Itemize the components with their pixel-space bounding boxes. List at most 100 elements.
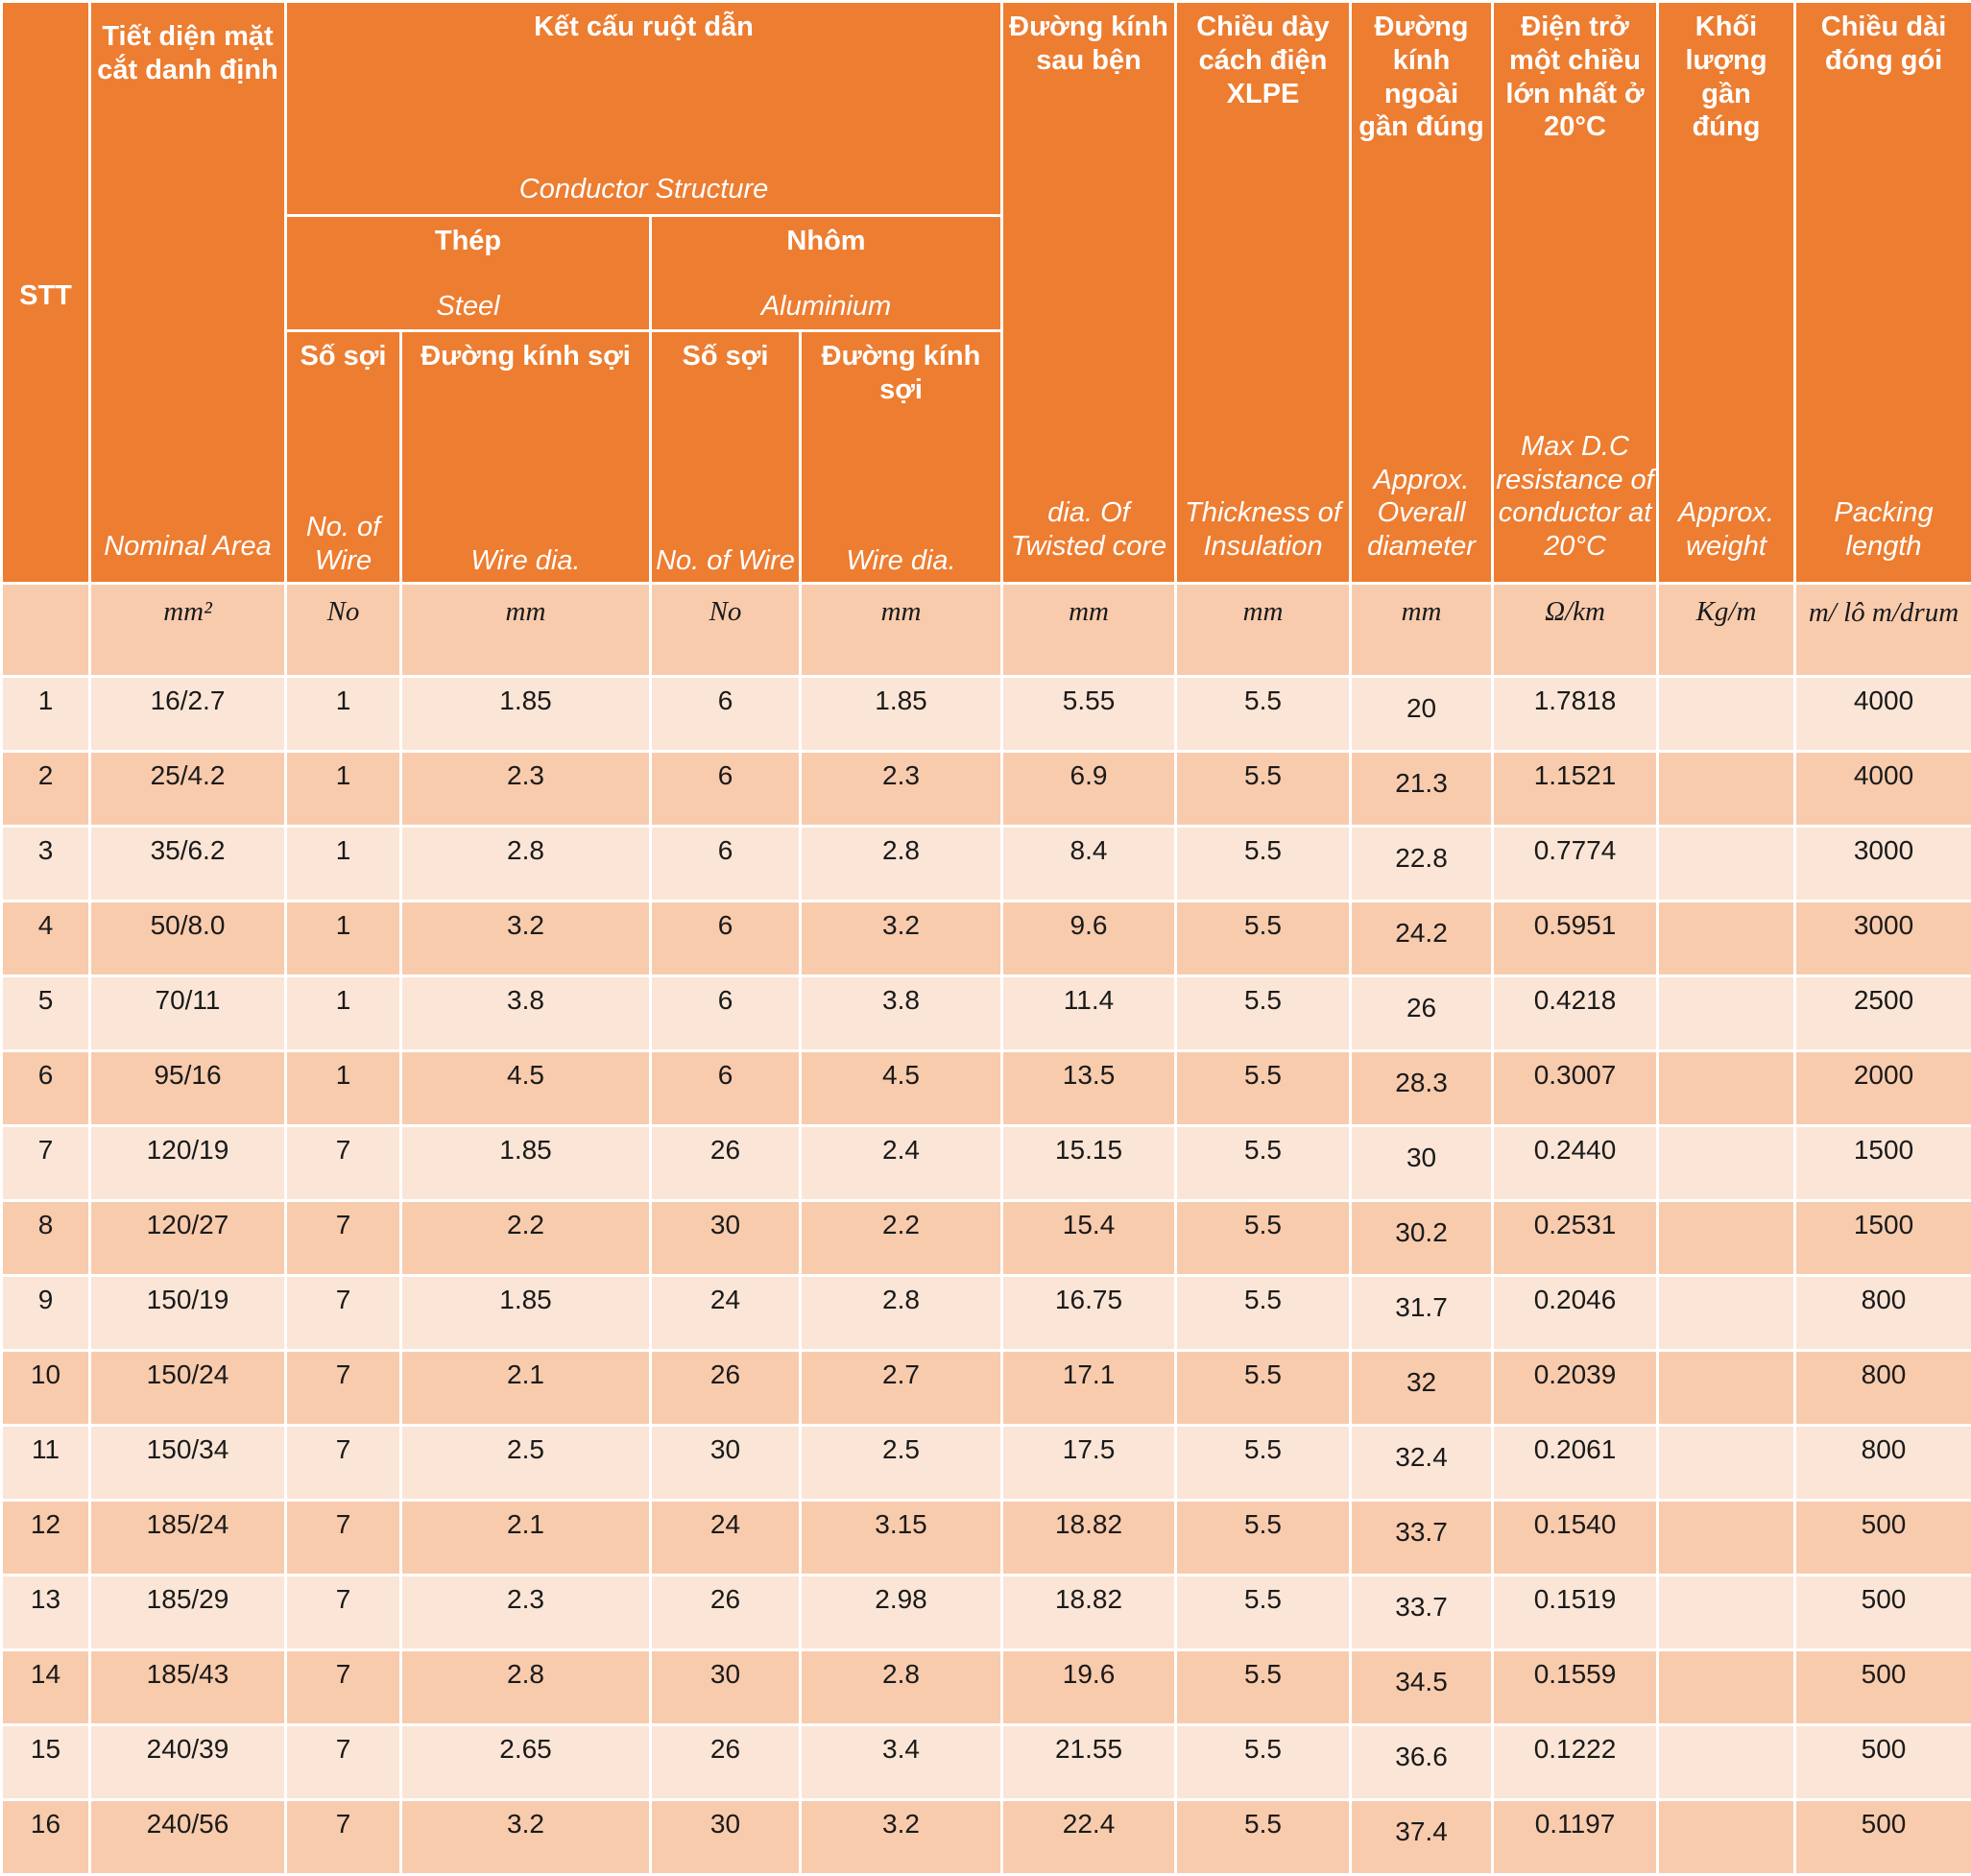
table-cell: [1658, 1800, 1795, 1875]
table-cell: 7: [286, 1426, 401, 1501]
table-cell: 17.1: [1002, 1351, 1176, 1426]
table-cell: 28.3: [1351, 1051, 1493, 1126]
table-cell: [1658, 1051, 1795, 1126]
table-cell: 95/16: [90, 1051, 286, 1126]
unit-cell: m/ lô m/drum: [1795, 584, 1971, 677]
table-cell: 6: [651, 1051, 801, 1126]
header-alu-no: Số sợi No. of Wire: [651, 331, 801, 584]
table-cell: 2.8: [401, 827, 651, 902]
table-cell: 33.7: [1351, 1501, 1493, 1575]
table-cell: 3.4: [801, 1725, 1002, 1800]
table-cell: 1500: [1795, 1126, 1971, 1201]
table-cell: 800: [1795, 1276, 1971, 1351]
header-nominal-vi: Tiết diện mặt cắt danh định: [91, 3, 284, 87]
table-cell: 1500: [1795, 1201, 1971, 1276]
table-cell: 26: [651, 1126, 801, 1201]
table-cell: 26: [1351, 976, 1493, 1051]
table-cell: 5.5: [1176, 1800, 1351, 1875]
table-cell: 1.85: [401, 677, 651, 752]
header-steel-dia: Đường kính sợi Wire dia.: [401, 331, 651, 584]
table-cell: [1658, 1575, 1795, 1650]
header-steel-en: Steel: [436, 290, 499, 329]
table-cell: 4.5: [401, 1051, 651, 1126]
table-cell: 19.6: [1002, 1650, 1176, 1725]
header-stt-label: STT: [3, 272, 88, 313]
table-cell: 15: [2, 1725, 90, 1800]
table-cell: 24.2: [1351, 902, 1493, 976]
table-cell: 24: [651, 1276, 801, 1351]
table-cell: 2.65: [401, 1725, 651, 1800]
table-cell: 7: [286, 1201, 401, 1276]
table-cell: [1658, 1725, 1795, 1800]
table-cell: 31.7: [1351, 1276, 1493, 1351]
table-cell: [1658, 1501, 1795, 1575]
header-aluminium-vi: Nhôm: [781, 217, 871, 258]
table-cell: 0.2531: [1493, 1201, 1658, 1276]
table-cell: 26: [651, 1725, 801, 1800]
header-alu-no-vi: Số sợi: [677, 332, 775, 373]
table-cell: 12: [2, 1501, 90, 1575]
table-cell: 2.5: [801, 1426, 1002, 1501]
table-cell: 150/19: [90, 1276, 286, 1351]
table-cell: 3.2: [801, 902, 1002, 976]
header-alu-dia-en: Wire dia.: [846, 544, 955, 582]
table-cell: 16: [2, 1800, 90, 1875]
table-cell: 0.1540: [1493, 1501, 1658, 1575]
unit-cell: mm: [1176, 584, 1351, 677]
table-cell: 30: [1351, 1126, 1493, 1201]
table-cell: [1658, 1650, 1795, 1725]
table-cell: 5.5: [1176, 1201, 1351, 1276]
table-cell: 21.3: [1351, 752, 1493, 827]
header-nominal: Tiết diện mặt cắt danh định Nominal Area: [90, 2, 286, 584]
table-cell: 1.85: [401, 1276, 651, 1351]
table-cell: 4000: [1795, 677, 1971, 752]
table-cell: 4.5: [801, 1051, 1002, 1126]
table-cell: 3000: [1795, 827, 1971, 902]
table-cell: 5.5: [1176, 1051, 1351, 1126]
table-cell: 8.4: [1002, 827, 1176, 902]
header-resistance-vi: Điện trở một chiều lớn nhất ở 20°C: [1494, 3, 1656, 144]
table-cell: 2.8: [801, 1650, 1002, 1725]
table-cell: 120/19: [90, 1126, 286, 1201]
table-cell: 6: [651, 752, 801, 827]
table-cell: 5.5: [1176, 902, 1351, 976]
header-steel-dia-en: Wire dia.: [470, 544, 580, 582]
header-steel: Thép Steel: [286, 216, 651, 331]
header-steel-no-en: No. of Wire: [287, 511, 399, 582]
table-cell: 2: [2, 752, 90, 827]
header-weight-vi: Khối lượng gần đúng: [1659, 3, 1793, 144]
table-cell: 0.2440: [1493, 1126, 1658, 1201]
header-conductor-en: Conductor Structure: [519, 173, 769, 214]
header-steel-dia-vi: Đường kính sợi: [415, 332, 637, 373]
table-cell: 500: [1795, 1501, 1971, 1575]
table-cell: 4000: [1795, 752, 1971, 827]
table-cell: 2.8: [401, 1650, 651, 1725]
table-cell: 7: [286, 1650, 401, 1725]
header-alu-dia-vi: Đường kính sợi: [802, 332, 1000, 407]
table-cell: 13.5: [1002, 1051, 1176, 1126]
table-cell: [1658, 902, 1795, 976]
table-cell: 32: [1351, 1351, 1493, 1426]
table-cell: 11: [2, 1426, 90, 1501]
table-cell: 13: [2, 1575, 90, 1650]
table-cell: 7: [286, 1126, 401, 1201]
table-cell: 10: [2, 1351, 90, 1426]
header-overall-vi: Đường kính ngoài gần đúng: [1352, 3, 1491, 144]
table-cell: 5.5: [1176, 752, 1351, 827]
table-cell: 30.2: [1351, 1201, 1493, 1276]
table-cell: 6.9: [1002, 752, 1176, 827]
table-cell: 800: [1795, 1426, 1971, 1501]
table-cell: [1658, 1201, 1795, 1276]
table-cell: 150/24: [90, 1351, 286, 1426]
unit-cell: Ω/km: [1493, 584, 1658, 677]
table-cell: 2.5: [401, 1426, 651, 1501]
table-cell: 5.5: [1176, 827, 1351, 902]
table-cell: 2.98: [801, 1575, 1002, 1650]
